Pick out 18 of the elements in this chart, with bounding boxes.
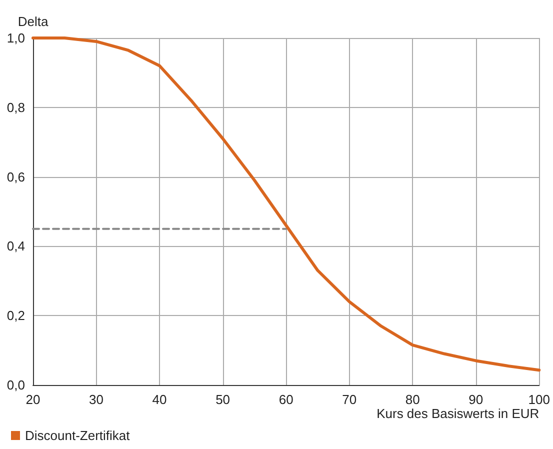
x-tick-label: 20 [26, 392, 40, 407]
y-tick-label: 1,0 [6, 30, 25, 46]
x-tick-label: 70 [342, 392, 357, 407]
x-tick-label: 100 [528, 392, 550, 407]
x-tick-label: 50 [216, 392, 230, 407]
y-tick-label: 0,2 [6, 308, 25, 324]
y-tick-label: 0,6 [6, 169, 25, 184]
x-axis-title: Kurs des Basiswerts in EUR [376, 406, 540, 421]
x-tick-label: 30 [89, 392, 104, 407]
y-tick-label: 0,0 [6, 378, 25, 392]
x-tick-label: 40 [152, 392, 167, 407]
x-tick-label: 80 [405, 392, 420, 407]
x-tick-label: 90 [468, 392, 484, 407]
legend-label: Discount-Zertifikat [25, 428, 130, 443]
y-axis-title: Delta [18, 14, 49, 29]
y-tick-label: 0,4 [6, 238, 25, 254]
x-tick-label: 60 [278, 392, 294, 407]
y-tick-label: 0,8 [6, 100, 25, 115]
